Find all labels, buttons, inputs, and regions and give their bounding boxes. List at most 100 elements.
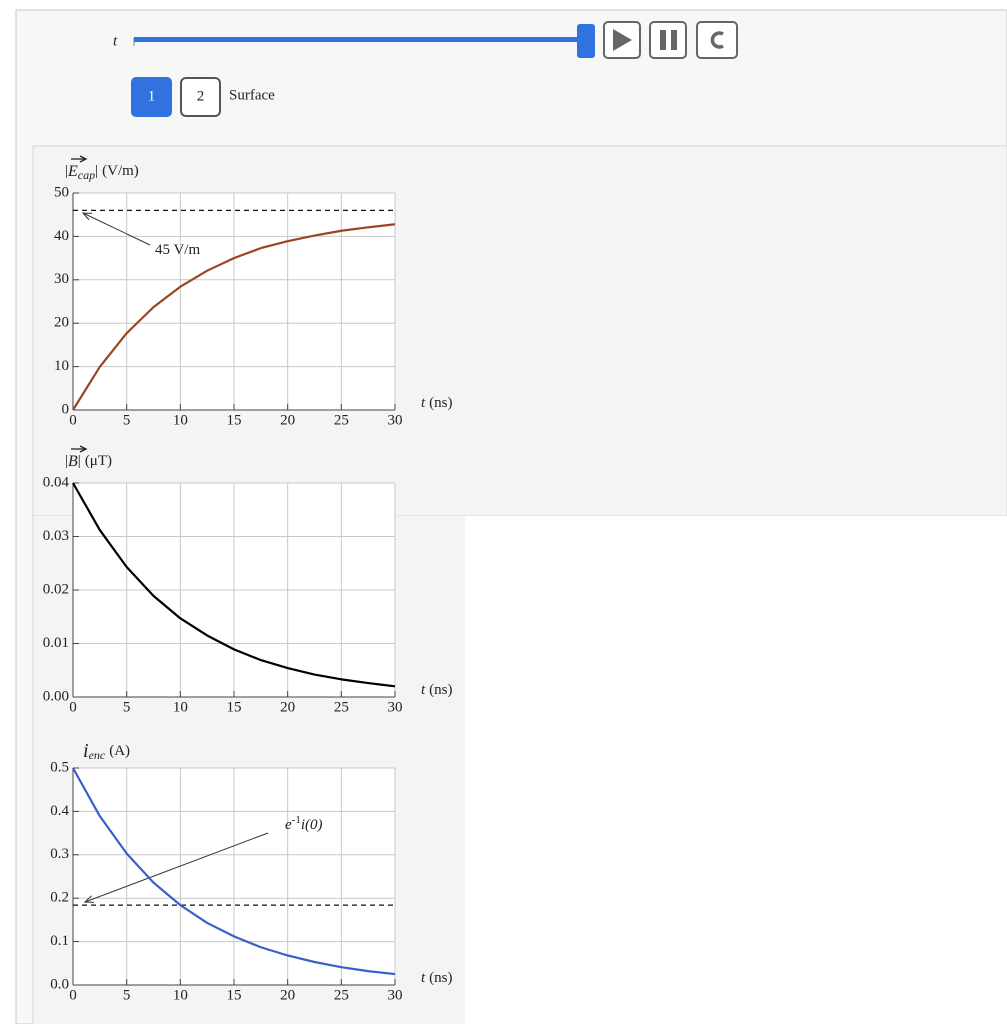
y-tick-label: 0.04 xyxy=(43,474,70,490)
y-tick-label: 0 xyxy=(62,401,70,417)
label-part: t xyxy=(421,682,426,698)
chart: 0 5 10 15 20 25 30 0.0 0.1 0.2 0.3 0.4 0.5 ienc (A) t (n… xyxy=(50,740,452,1004)
pause-button[interactable] xyxy=(649,21,687,59)
x-tick-label: 0 xyxy=(69,699,77,715)
x-tick-label: 0 xyxy=(69,412,77,428)
play-button[interactable] xyxy=(603,21,641,59)
tab-label: 1 xyxy=(148,88,156,104)
button-frame xyxy=(649,21,687,59)
y-tick-label: 0.01 xyxy=(43,635,69,651)
x-tick-label: 30 xyxy=(388,699,403,715)
annotation-part: 45 V/m xyxy=(155,242,200,258)
y-tick-label: 0.5 xyxy=(50,759,69,775)
tab-frame xyxy=(131,77,172,117)
reset-icon xyxy=(710,31,724,49)
annotation-arrow xyxy=(84,832,269,903)
y-tick-label: 0.02 xyxy=(43,581,69,597)
x-tick-label: 5 xyxy=(123,412,131,428)
chart: 0 5 10 15 20 25 300.000.010.020.030.04|B| (μT)t… xyxy=(43,445,453,715)
y-tick-label: 0.03 xyxy=(43,528,69,544)
label-part: | xyxy=(65,453,68,469)
x-tick-label: 5 xyxy=(123,987,131,1003)
reset-button[interactable] xyxy=(696,21,738,59)
y-tick-label: 40 xyxy=(54,228,69,244)
arrow-head xyxy=(81,212,93,221)
x-tick-label: 15 xyxy=(227,412,242,428)
slider[interactable] xyxy=(133,24,595,58)
x-tick-label: 0 xyxy=(69,987,77,1003)
y-tick-label: 0.4 xyxy=(50,803,69,819)
label-part: | xyxy=(95,163,98,179)
x-axis-label: t (ns) xyxy=(421,682,453,698)
x-tick-label: 25 xyxy=(334,412,349,428)
label-part: t xyxy=(421,395,426,411)
curve xyxy=(72,223,396,411)
y-tick-label: 0.3 xyxy=(50,846,69,862)
x-tick-label: 10 xyxy=(173,699,188,715)
pause-icon xyxy=(660,30,666,50)
button-frame xyxy=(696,21,738,59)
x-tick-label: 10 xyxy=(173,987,188,1003)
label-part: B xyxy=(68,453,78,470)
blank-area xyxy=(465,516,1007,1024)
slider-thumb[interactable] xyxy=(577,24,595,58)
slider-label: t xyxy=(113,33,118,49)
label-part: | xyxy=(78,453,81,469)
x-tick-label: 15 xyxy=(227,987,242,1003)
y-tick-label: 20 xyxy=(54,315,69,331)
label-part: cap xyxy=(78,168,95,182)
tab-2[interactable]: 2 xyxy=(180,77,221,117)
play-icon xyxy=(613,29,632,51)
vector-arrow-head xyxy=(79,155,88,163)
label-part: (μT) xyxy=(85,453,112,469)
label-part: (V/m) xyxy=(102,163,139,179)
x-axis-label: t (ns) xyxy=(421,970,453,986)
label-part: E xyxy=(67,163,78,180)
label-part: (ns) xyxy=(429,395,452,411)
annotation: 45 V/m xyxy=(155,242,200,258)
annotation-arrow xyxy=(82,212,151,246)
x-tick-label: 25 xyxy=(334,699,349,715)
y-tick-label: 30 xyxy=(54,271,69,287)
x-tick-label: 5 xyxy=(123,699,131,715)
label-part: i xyxy=(83,740,89,762)
slider-track xyxy=(134,37,586,42)
x-tick-label: 30 xyxy=(388,412,403,428)
label-part: (ns) xyxy=(429,970,452,986)
y-tick-label: 10 xyxy=(54,358,69,374)
curve xyxy=(72,482,396,688)
vector-arrow-head xyxy=(79,445,88,453)
y-tick-label: 50 xyxy=(54,184,69,200)
label-part: (A) xyxy=(109,743,130,759)
tab-frame xyxy=(180,77,221,117)
label-part: (ns) xyxy=(429,682,452,698)
x-tick-label: 10 xyxy=(173,412,188,428)
pause-icon xyxy=(671,30,677,50)
y-axis-label: ienc (A) xyxy=(83,740,130,762)
curve xyxy=(72,767,396,976)
annotation-part: -1 xyxy=(292,814,301,826)
x-tick-label: 25 xyxy=(334,987,349,1003)
y-tick-label: 0.2 xyxy=(50,890,69,906)
x-tick-label: 15 xyxy=(227,699,242,715)
y-tick-label: 0.0 xyxy=(50,976,69,992)
arrow-head xyxy=(83,895,95,903)
tab-caption: Surface xyxy=(229,87,275,103)
x-tick-label: 20 xyxy=(280,699,295,715)
y-tick-label: 0.00 xyxy=(43,688,69,704)
label-part: | xyxy=(65,163,68,179)
tab-label: 2 xyxy=(197,88,205,104)
tab-1[interactable]: 1 xyxy=(131,77,172,117)
annotation: e-1i(0) xyxy=(285,814,323,834)
label-part: t xyxy=(421,970,426,986)
y-axis-label: |B| (μT) xyxy=(65,453,112,470)
x-tick-label: 20 xyxy=(280,987,295,1003)
x-axis-label: t (ns) xyxy=(421,395,453,411)
x-tick-label: 30 xyxy=(388,987,403,1003)
y-axis-label: |Ecap| (V/m) xyxy=(65,163,139,182)
x-tick-label: 20 xyxy=(280,412,295,428)
label-part: enc xyxy=(89,748,106,762)
